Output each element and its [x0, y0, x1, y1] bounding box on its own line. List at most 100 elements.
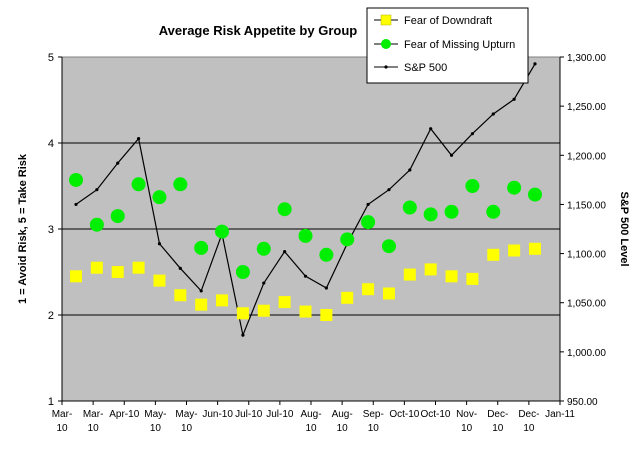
- right-tick-label: 1,100.00: [567, 250, 606, 261]
- data-point-square: [424, 263, 437, 276]
- right-tick-label: 1,250.00: [567, 102, 606, 113]
- legend-square-marker: [380, 14, 392, 26]
- left-tick-label: 2: [48, 310, 54, 322]
- data-point-circle: [528, 187, 542, 202]
- left-tick-label: 1: [48, 396, 54, 408]
- legend-circle-marker: [381, 39, 391, 49]
- x-tick-label-year: 10: [181, 423, 193, 434]
- data-point-circle: [110, 209, 125, 224]
- data-point-circle: [215, 224, 230, 239]
- data-point-dot: [157, 242, 162, 246]
- data-point-circle: [486, 204, 501, 219]
- x-tick-label: Mar-: [52, 409, 73, 420]
- x-tick-label-year: 10: [461, 423, 473, 434]
- data-point-square: [216, 294, 229, 307]
- data-point-circle: [340, 232, 355, 247]
- data-point-dot: [178, 266, 182, 270]
- data-point-square: [278, 296, 291, 309]
- data-point-square: [466, 272, 479, 285]
- x-tick-label-year: 10: [337, 423, 349, 434]
- data-point-circle: [194, 240, 209, 255]
- data-point-circle: [152, 190, 167, 205]
- x-tick-label: Nov-: [456, 409, 477, 420]
- data-point-square: [195, 298, 208, 311]
- data-point-square: [382, 287, 395, 300]
- data-point-square: [257, 304, 270, 317]
- data-point-circle: [277, 202, 292, 217]
- data-point-circle: [465, 179, 480, 193]
- data-point-square: [445, 270, 458, 283]
- right-tick-label: 1,050.00: [567, 299, 606, 310]
- legend-label-missing: Fear of Missing Upturn: [404, 39, 515, 51]
- x-tick-label: Sep-: [363, 409, 384, 420]
- data-point-dot: [491, 112, 495, 116]
- data-point-circle: [173, 177, 188, 192]
- data-point-square: [320, 309, 333, 321]
- right-tick-label: 950.00: [567, 397, 598, 408]
- data-point-dot: [324, 286, 328, 290]
- data-point-dot: [283, 250, 287, 254]
- x-tick-label: Dec-: [487, 409, 508, 420]
- data-point-circle: [235, 265, 250, 279]
- data-point-square: [508, 244, 521, 257]
- legend: Fear of Downdraft Fear of Missing Upturn…: [366, 7, 529, 84]
- series-fear-of-missing-upturn: [69, 172, 542, 279]
- data-point-dot: [262, 281, 266, 285]
- legend-dot-marker: [384, 65, 388, 69]
- data-point-circle: [69, 172, 83, 187]
- x-tick-label-year: 10: [150, 423, 162, 434]
- data-point-dot: [95, 188, 99, 192]
- data-point-circle: [256, 241, 271, 256]
- x-tick-label: Oct-10: [389, 409, 419, 420]
- data-point-square: [90, 261, 103, 274]
- data-point-dot: [136, 136, 141, 141]
- left-tick-label: 3: [48, 224, 54, 236]
- legend-label-sp500: S&P 500: [404, 62, 447, 74]
- data-point-circle: [319, 247, 334, 262]
- x-tick-label: Jul-10: [266, 409, 294, 420]
- data-point-circle: [131, 177, 146, 192]
- x-tick-label-year: 10: [305, 423, 317, 434]
- data-point-square: [403, 268, 416, 281]
- data-point-circle: [89, 217, 104, 232]
- x-tick-label: Jan-11: [545, 409, 575, 420]
- x-tick-label: Oct-10: [420, 409, 450, 420]
- data-point-circle: [298, 228, 313, 243]
- data-point-square: [529, 242, 541, 255]
- right-tick-label: 1,300.00: [567, 53, 606, 64]
- data-point-square: [153, 274, 166, 287]
- data-point-circle: [507, 180, 522, 195]
- data-point-dot: [241, 333, 245, 337]
- legend-label-downdraft: Fear of Downdraft: [404, 15, 492, 27]
- data-point-dot: [74, 202, 78, 207]
- data-point-circle: [444, 204, 459, 219]
- data-point-square: [111, 266, 124, 278]
- x-tick-label: May-: [175, 409, 197, 420]
- data-point-square: [236, 307, 249, 320]
- data-point-dot: [116, 161, 120, 165]
- data-point-dot: [449, 153, 454, 157]
- data-point-circle: [361, 215, 376, 230]
- x-tick-label: Jun-10: [202, 409, 233, 420]
- data-point-dot: [366, 202, 370, 207]
- right-axis-ticks: 950.00 1,000.00 1,050.00 1,100.00 1,150.00 1,…: [560, 53, 606, 408]
- data-point-dot: [408, 168, 412, 172]
- y-axis-label: 1 = Avoid Risk, 5 = Take Risk: [17, 153, 29, 304]
- data-point-dot: [429, 127, 433, 131]
- data-point-square: [362, 283, 375, 296]
- x-tick-label: Aug-: [332, 409, 353, 420]
- left-axis-ticks: 1 2 3 4 5: [48, 52, 62, 408]
- x-tick-label-year: 10: [492, 423, 504, 434]
- x-tick-label: May-: [144, 409, 166, 420]
- y2-axis-label: S&P 500 Level: [618, 191, 630, 266]
- data-point-circle: [423, 207, 438, 222]
- data-point-square: [299, 305, 312, 318]
- data-point-circle: [402, 200, 417, 215]
- right-tick-label: 1,000.00: [567, 348, 606, 359]
- data-point-dot: [387, 188, 391, 192]
- left-tick-label: 4: [48, 138, 54, 150]
- data-point-square: [341, 291, 354, 304]
- x-tick-label: Mar-: [83, 409, 104, 420]
